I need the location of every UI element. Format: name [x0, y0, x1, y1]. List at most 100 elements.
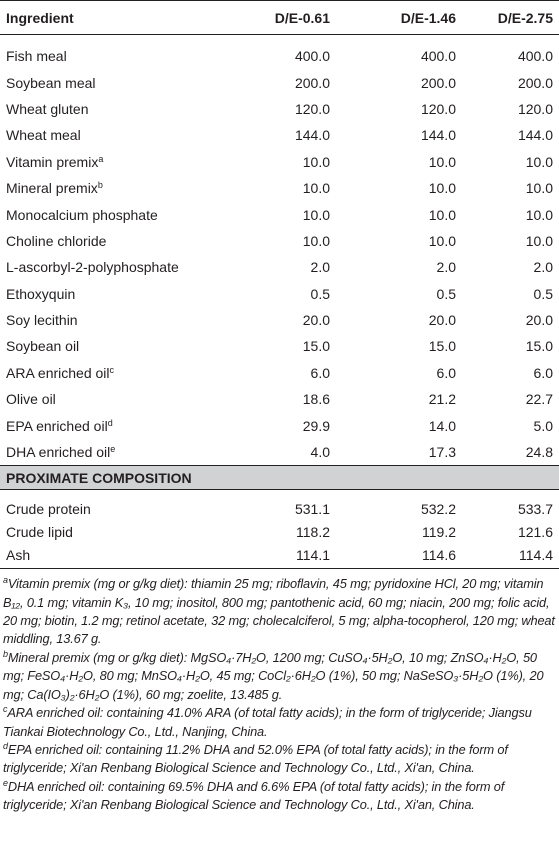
- ingredient-name: Crude lipid: [6, 523, 73, 540]
- value-cell: 6.0: [236, 360, 336, 386]
- value: 15.0: [428, 338, 456, 355]
- value: 10.0: [525, 232, 553, 249]
- ingredient-name: L-ascorbyl-2-polyphosphate: [6, 259, 179, 276]
- value-cell: 10.0: [236, 175, 336, 201]
- value: 200.0: [420, 74, 456, 91]
- value-cell: 15.0: [336, 333, 462, 359]
- column-header: D/E-0.61: [236, 0, 336, 35]
- value-cell: 114.4: [462, 543, 559, 570]
- table-row: Olive oil 18.6 21.2 22.7: [0, 386, 559, 412]
- value: 18.6: [302, 391, 330, 408]
- ingredient-name: Monocalcium phosphate: [6, 206, 158, 223]
- ingredient-cell: Fish meal: [0, 35, 236, 70]
- value: 6.0: [310, 364, 330, 381]
- value-cell: 10.0: [236, 149, 336, 175]
- table-row: DHA enriched oile 4.0 17.3 24.8: [0, 439, 559, 466]
- value: 118.2: [296, 523, 330, 540]
- ingredient-cell: L-ascorbyl-2-polyphosphate: [0, 254, 236, 280]
- ingredient-cell: Vitamin premixa: [0, 149, 236, 175]
- ingredient-cell: EPA enriched oild: [0, 412, 236, 438]
- value-cell: 10.0: [462, 175, 559, 201]
- ingredient-name: Soybean meal: [6, 74, 96, 91]
- column-header: D/E-1.46: [336, 0, 462, 35]
- value-cell: 18.6: [236, 386, 336, 412]
- value: 10.0: [428, 232, 456, 249]
- value: 200.0: [517, 74, 553, 91]
- value-cell: 22.7: [462, 386, 559, 412]
- value: 400.0: [420, 48, 456, 65]
- value-cell: 533.7: [462, 490, 559, 521]
- value-cell: 0.5: [462, 281, 559, 307]
- value: 10.0: [302, 232, 330, 249]
- footnote-marker: d: [3, 740, 8, 751]
- value-cell: 21.2: [336, 386, 462, 412]
- table-row: Mineral premixb 10.0 10.0 10.0: [0, 175, 559, 201]
- value: 10.0: [525, 206, 553, 223]
- column-header: Ingredient: [0, 0, 236, 35]
- table-row: Choline chloride 10.0 10.0 10.0: [0, 228, 559, 254]
- ingredient-cell: Soy lecithin: [0, 307, 236, 333]
- ingredient-name: Fish meal: [6, 48, 67, 65]
- value: 120.0: [420, 100, 456, 117]
- ingredient-cell: Olive oil: [0, 386, 236, 412]
- ingredient-name: Vitamin premix: [6, 153, 99, 170]
- ingredient-cell: Ash: [0, 543, 236, 570]
- value-cell: 15.0: [236, 333, 336, 359]
- ingredient-name: Soy lecithin: [6, 312, 78, 329]
- value-cell: 114.1: [236, 543, 336, 570]
- footnote-text: Vitamin premix (mg or g/kg diet): thiami…: [3, 576, 555, 647]
- ingredient-name: Olive oil: [6, 391, 56, 408]
- ingredient-name: ARA enriched oil: [6, 364, 110, 381]
- value-cell: 200.0: [336, 69, 462, 95]
- value: 531.1: [294, 500, 330, 517]
- value: 15.0: [302, 338, 330, 355]
- value: 6.0: [533, 364, 553, 381]
- value-cell: 200.0: [462, 69, 559, 95]
- value-cell: 10.0: [336, 149, 462, 175]
- footnote-marker: b: [97, 180, 103, 191]
- value-cell: 10.0: [336, 228, 462, 254]
- value-cell: 29.9: [236, 412, 336, 438]
- value: 144.0: [294, 127, 330, 144]
- value: 2.0: [436, 259, 456, 276]
- ingredient-cell: Mineral premixb: [0, 175, 236, 201]
- value-cell: 10.0: [462, 149, 559, 175]
- ingredient-cell: Soybean meal: [0, 69, 236, 95]
- footnote-text: ARA enriched oil: containing 41.0% ARA (…: [3, 705, 532, 739]
- header-row: Ingredient D/E-0.61 D/E-1.46 D/E-2.75: [0, 0, 559, 35]
- value: 17.3: [428, 444, 456, 461]
- value-cell: 400.0: [462, 35, 559, 70]
- value-cell: 20.0: [236, 307, 336, 333]
- table-row: Soybean oil 15.0 15.0 15.0: [0, 333, 559, 359]
- table-row: L-ascorbyl-2-polyphosphate 2.0 2.0 2.0: [0, 254, 559, 280]
- footnote-marker: c: [3, 704, 8, 715]
- value-cell: 6.0: [462, 360, 559, 386]
- table-row: Soy lecithin 20.0 20.0 20.0: [0, 307, 559, 333]
- value: 10.0: [428, 153, 456, 170]
- value: 120.0: [517, 100, 553, 117]
- ingredient-cell: Wheat gluten: [0, 96, 236, 122]
- value: 114.4: [519, 546, 553, 563]
- table-row: Soybean meal 200.0 200.0 200.0: [0, 69, 559, 95]
- footnote-marker: c: [109, 364, 115, 375]
- table-row: Crude protein 531.1 532.2 533.7: [0, 490, 559, 521]
- ingredient-cell: Crude protein: [0, 490, 236, 521]
- value-cell: 10.0: [336, 175, 462, 201]
- table-row: Ash 114.1 114.6 114.4: [0, 543, 559, 570]
- ingredient-cell: ARA enriched oilc: [0, 360, 236, 386]
- value: 10.0: [302, 206, 330, 223]
- value: 400.0: [517, 48, 553, 65]
- value: 14.0: [428, 417, 456, 434]
- column-header: D/E-2.75: [462, 0, 559, 35]
- footnote: bMineral premix (mg or g/kg diet): MgSO₄…: [3, 649, 555, 704]
- footnote-marker: e: [3, 777, 8, 788]
- ingredient-name: EPA enriched oil: [6, 417, 108, 434]
- value-cell: 10.0: [336, 201, 462, 227]
- section-row: PROXIMATE COMPOSITION: [0, 465, 559, 491]
- value: 119.2: [422, 523, 456, 540]
- value: 0.5: [310, 285, 330, 302]
- value-cell: 114.6: [336, 543, 462, 570]
- value-cell: 400.0: [236, 35, 336, 70]
- value: 10.0: [302, 153, 330, 170]
